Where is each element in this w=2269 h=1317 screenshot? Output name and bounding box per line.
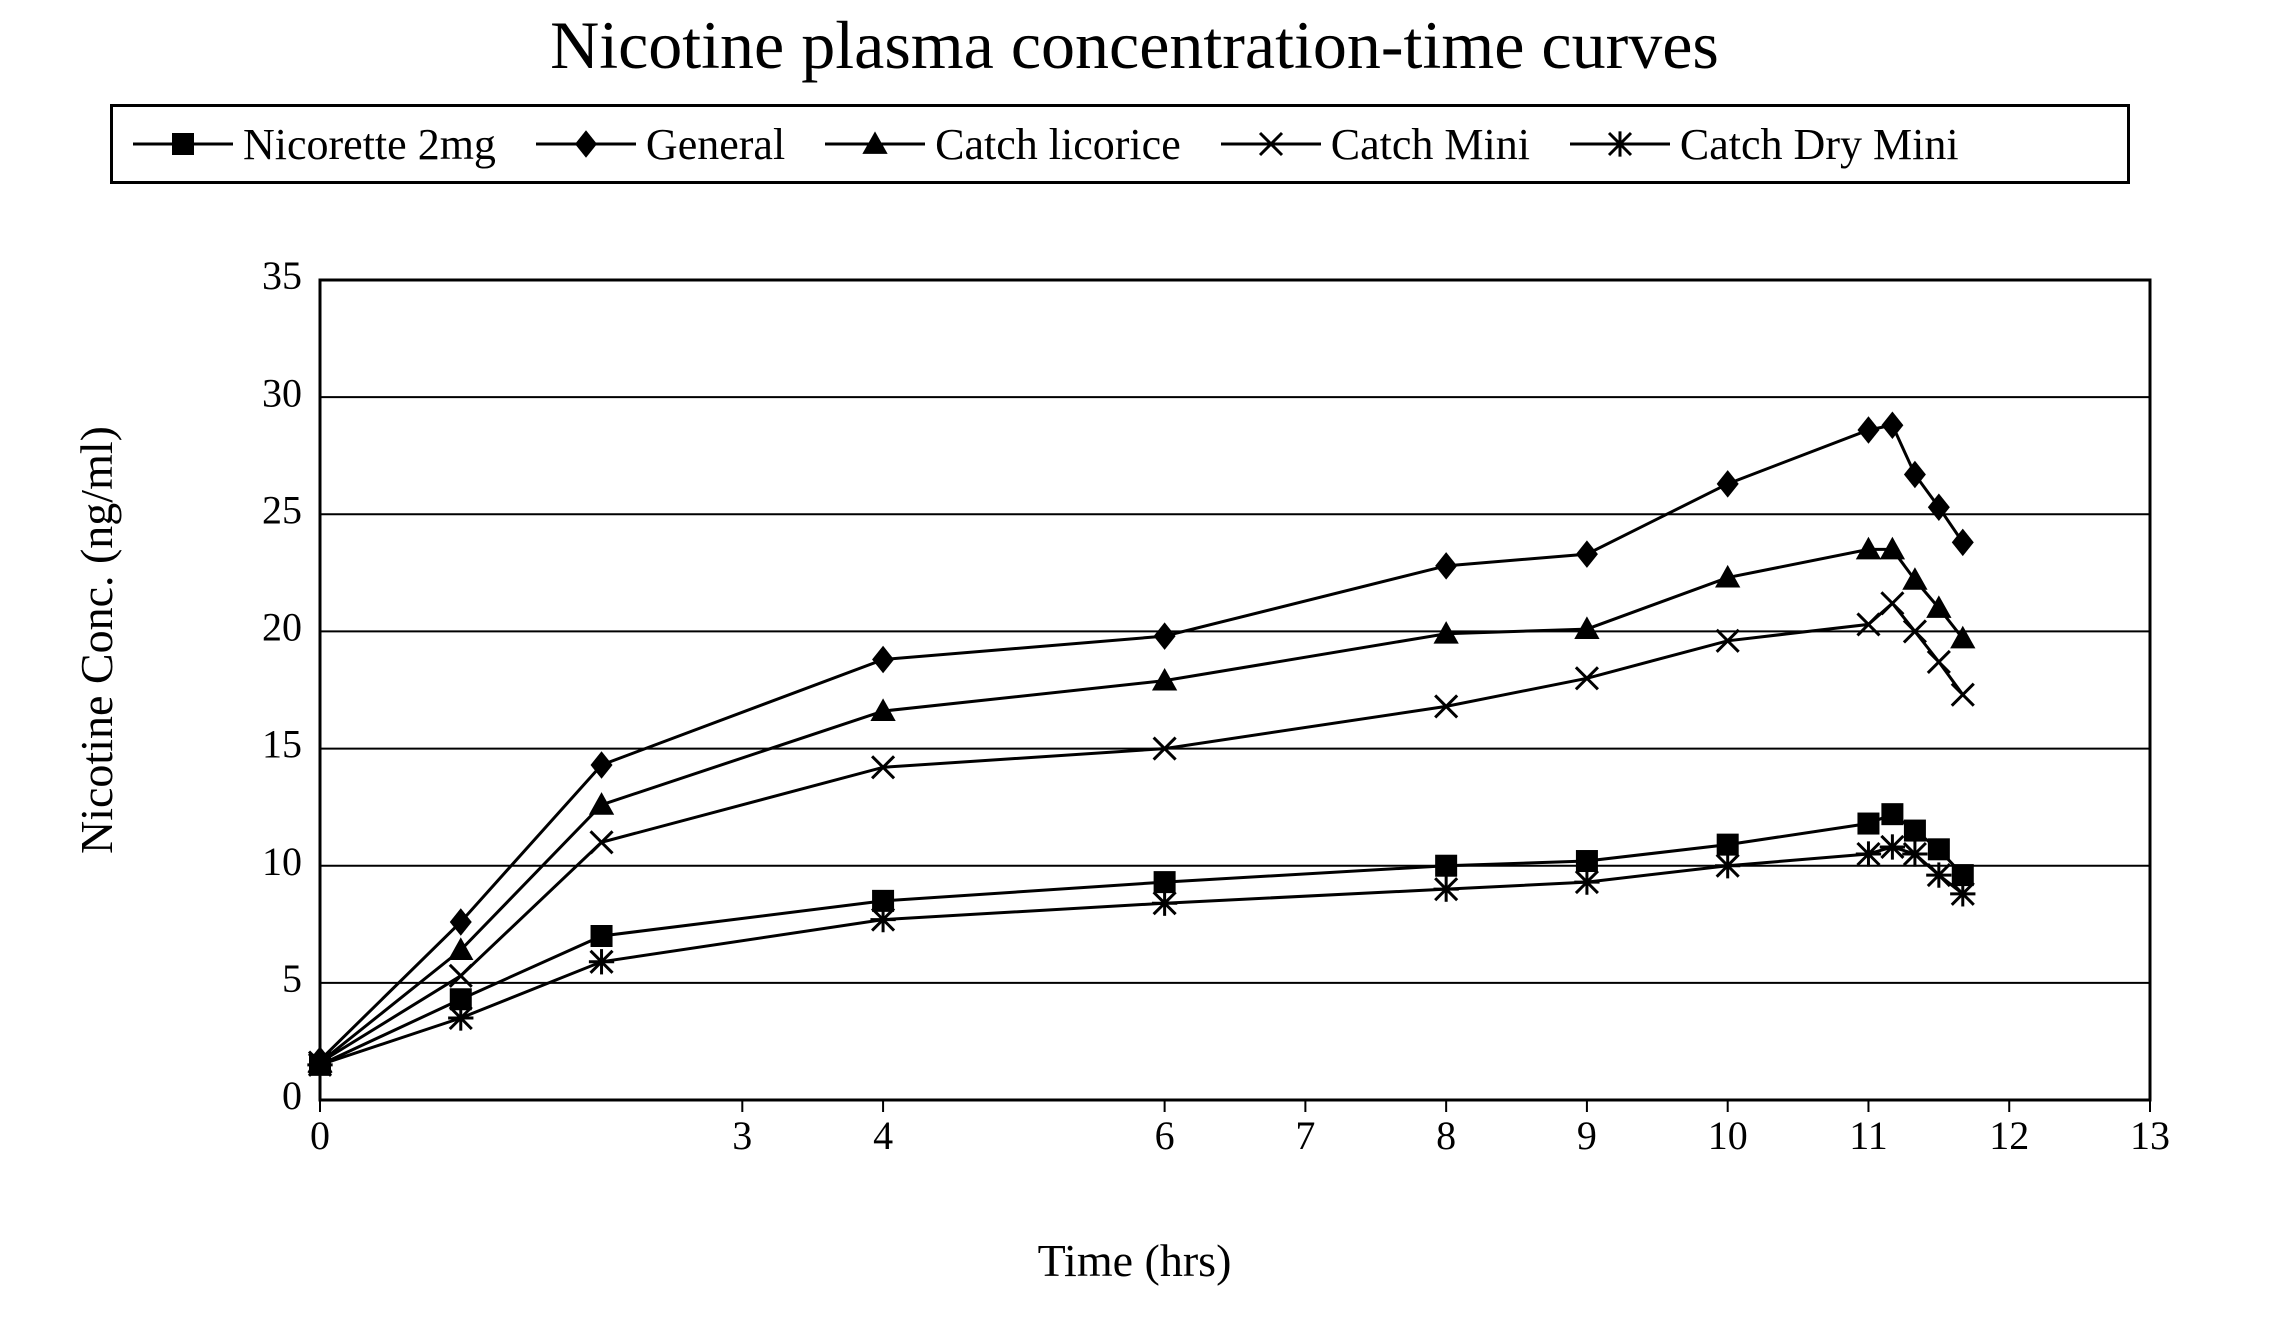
y-axis-label: Nicotine Conc. (ng/ml): [70, 190, 123, 1090]
svg-text:0: 0: [282, 1073, 302, 1118]
svg-text:3: 3: [732, 1113, 752, 1158]
legend: Nicorette 2mg General Catch licorice Catch …: [110, 104, 2130, 184]
legend-item: General: [536, 119, 785, 170]
svg-text:12: 12: [1989, 1113, 2029, 1158]
legend-item: Catch licorice: [825, 119, 1181, 170]
legend-swatch-icon: [133, 124, 233, 164]
svg-text:8: 8: [1436, 1113, 1456, 1158]
legend-label: Catch licorice: [935, 119, 1181, 170]
x-axis-label: Time (hrs): [0, 1234, 2269, 1287]
svg-text:25: 25: [262, 487, 302, 532]
legend-item: Nicorette 2mg: [133, 119, 496, 170]
legend-swatch-icon: [1570, 124, 1670, 164]
svg-text:30: 30: [262, 370, 302, 415]
svg-text:5: 5: [282, 956, 302, 1001]
svg-text:15: 15: [262, 722, 302, 767]
svg-text:7: 7: [1295, 1113, 1315, 1158]
page: Nicotine plasma concentration-time curve…: [0, 0, 2269, 1317]
svg-text:6: 6: [1155, 1113, 1175, 1158]
legend-swatch-icon: [825, 124, 925, 164]
svg-text:0: 0: [310, 1113, 330, 1158]
legend-item: Catch Mini: [1221, 119, 1530, 170]
chart-area: 0 5 10 15 20 25 30 35 0 3 4 6 7 8 9 10 11 12 13: [130, 260, 2170, 1220]
legend-label: General: [646, 119, 785, 170]
svg-text:4: 4: [873, 1113, 893, 1158]
legend-item: Catch Dry Mini: [1570, 119, 1959, 170]
svg-text:20: 20: [262, 605, 302, 650]
svg-text:10: 10: [262, 839, 302, 884]
chart-svg: 0 5 10 15 20 25 30 35 0 3 4 6 7 8 9 10 11 12 13: [130, 260, 2170, 1220]
svg-text:10: 10: [1708, 1113, 1748, 1158]
chart-title: Nicotine plasma concentration-time curve…: [0, 6, 2269, 85]
legend-label: Nicorette 2mg: [243, 119, 496, 170]
legend-label: Catch Mini: [1331, 119, 1530, 170]
svg-text:35: 35: [262, 260, 302, 298]
svg-text:13: 13: [2130, 1113, 2170, 1158]
legend-swatch-icon: [536, 124, 636, 164]
svg-text:9: 9: [1577, 1113, 1597, 1158]
legend-label: Catch Dry Mini: [1680, 119, 1959, 170]
svg-text:11: 11: [1849, 1113, 1888, 1158]
legend-swatch-icon: [1221, 124, 1321, 164]
